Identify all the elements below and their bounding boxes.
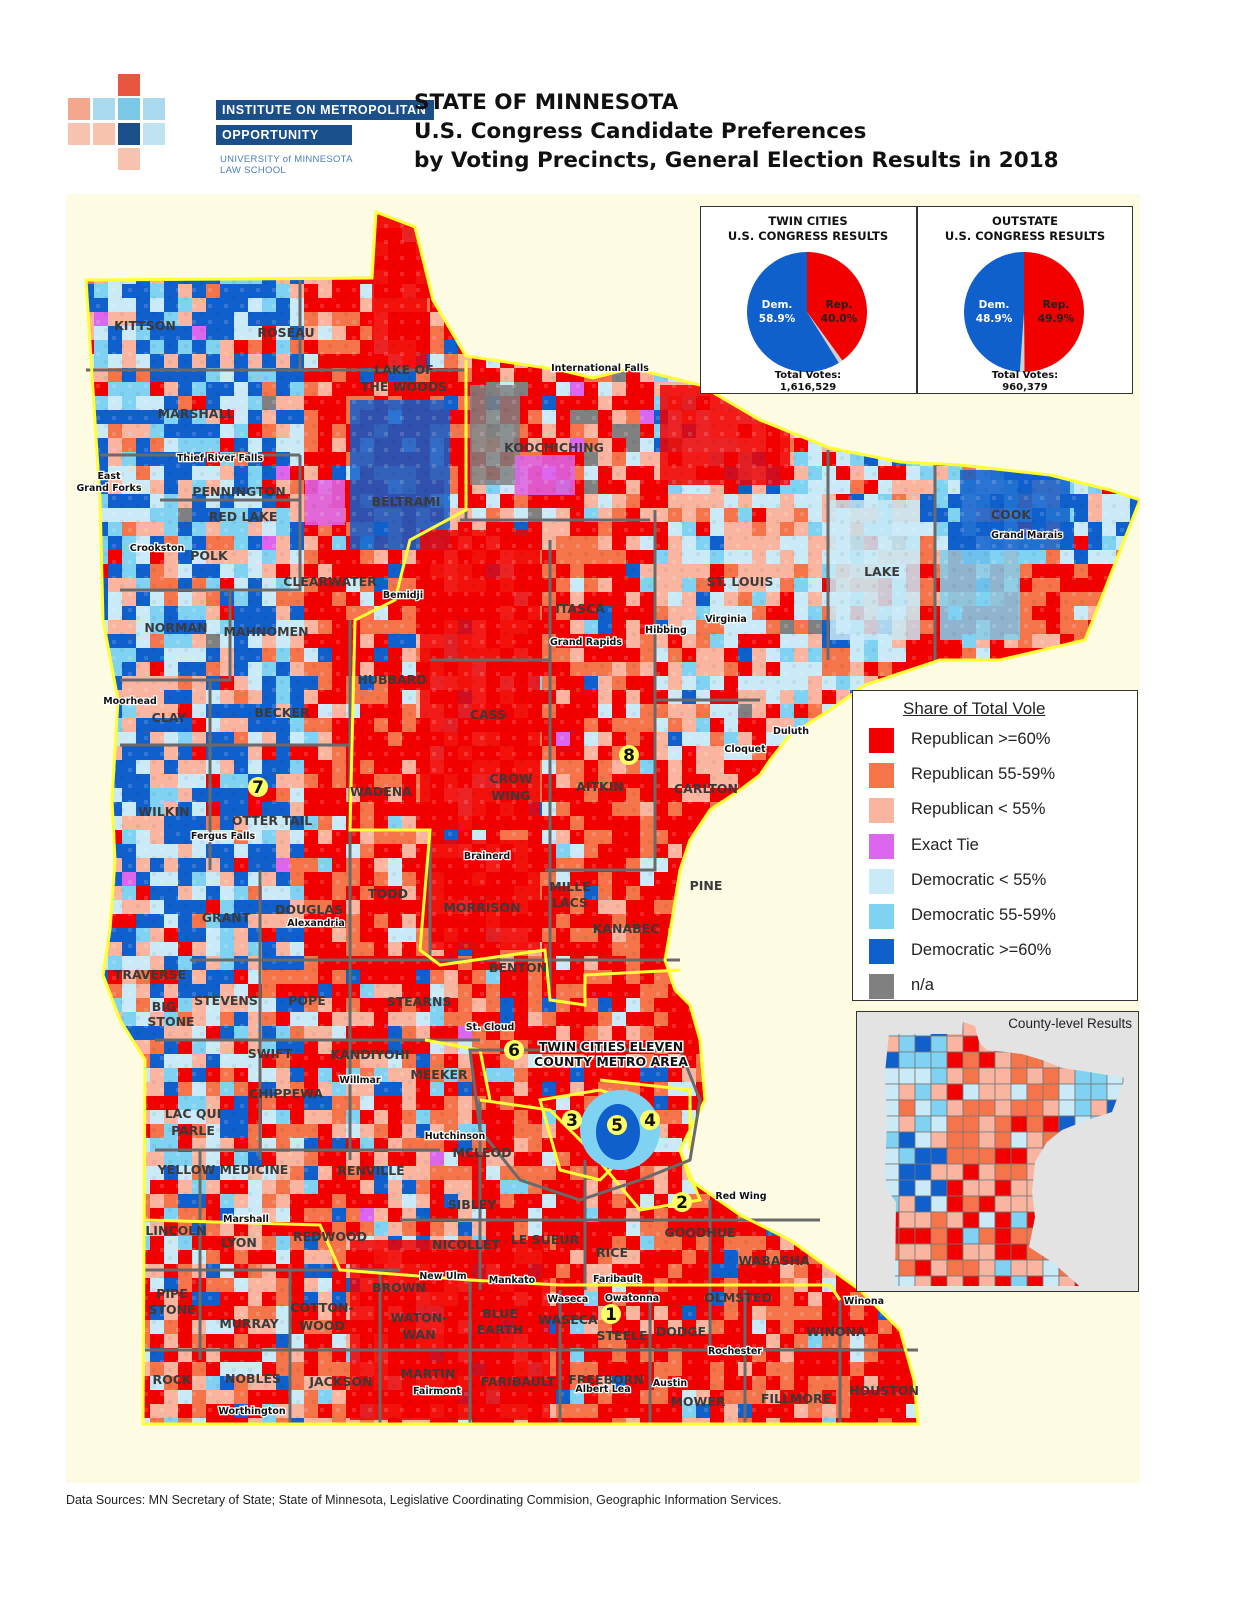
title-line-1: STATE OF MINNESOTA	[414, 90, 679, 115]
logo-line-2: OPPORTUNITY	[216, 125, 352, 145]
title-line-2: U.S. Congress Candidate Preferences	[414, 119, 867, 144]
logo-line-1: INSTITUTE ON METROPOLITAN	[216, 100, 434, 120]
page-title: STATE OF MINNESOTA U.S. Congress Candida…	[414, 88, 1059, 175]
title-line-3: by Voting Precincts, General Election Re…	[414, 148, 1059, 173]
institute-logo: INSTITUTE ON METROPOLITAN OPPORTUNITY UN…	[68, 74, 434, 176]
logo-line-3: UNIVERSITY of MINNESOTA LAW SCHOOL	[220, 154, 353, 176]
